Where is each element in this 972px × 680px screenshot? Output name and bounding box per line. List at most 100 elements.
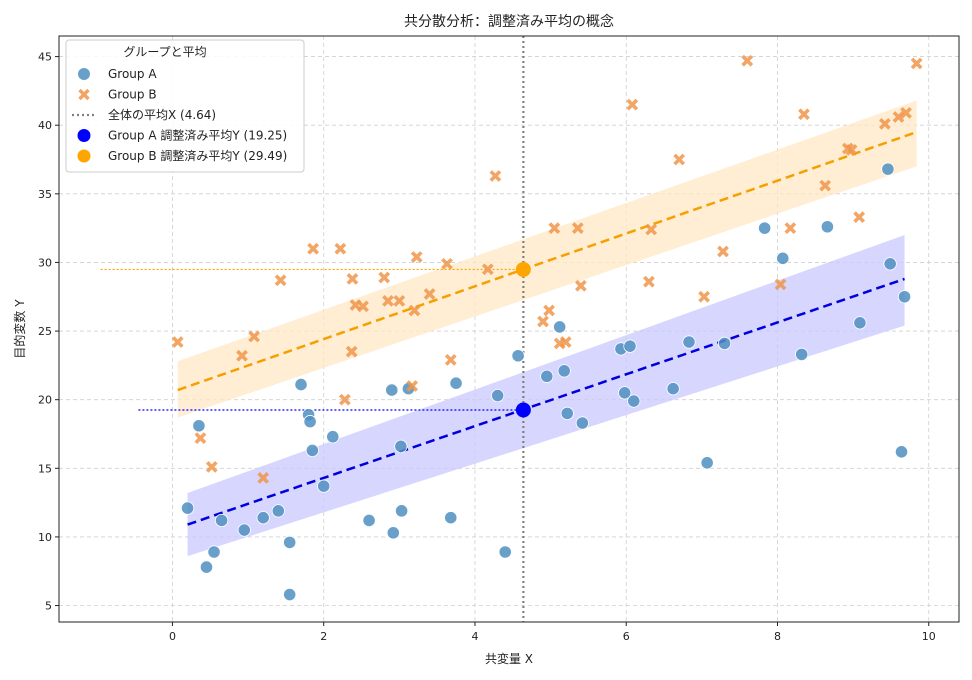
point-group-b [643,275,655,288]
point-group-b [673,153,686,166]
point-group-b [171,336,184,348]
point-group-b [489,170,502,182]
point-group-a [540,369,554,383]
confidence-bands [177,100,917,557]
legend-label: 全体の平均X (4.64) [108,107,216,122]
x-axis-label: 共変量 X [485,651,533,666]
point-group-b [444,354,457,366]
adjusted-mean-marker [515,261,531,277]
point-group-a [271,504,285,518]
point-group-b [645,223,658,236]
legend-title: グループと平均 [123,45,206,59]
legend-box [65,39,305,173]
point-group-b [819,179,832,192]
point-group-a [256,511,270,525]
point-group-b [879,117,891,130]
adjusted-mean-markers [515,261,531,418]
legend-label: Group B [108,88,157,102]
point-group-b [423,288,436,300]
point-group-b [481,263,494,276]
point-group-a [682,335,696,349]
point-group-a [180,501,195,515]
point-group-a [294,377,308,392]
point-group-a [303,415,317,429]
point-group-b [910,57,923,70]
point-group-a [449,376,463,390]
legend-marker [78,88,90,101]
point-group-b [698,290,710,303]
point-group-a [394,439,408,453]
point-group-b [559,336,572,348]
point-group-a [758,221,772,235]
point-group-a [305,443,319,458]
point-group-a [881,162,895,176]
y-tick-label: 45 [38,51,52,64]
point-group-b [345,345,358,358]
point-group-a [395,504,409,518]
point-group-b [548,222,561,235]
point-group-b [346,273,359,285]
point-group-a [317,479,331,493]
point-group-a [575,416,589,430]
x-tick-label: 2 [320,630,327,643]
axis-ticks: 0 2 4 6 8 10 5 10 15 20 25 30 35 40 45 [38,51,936,643]
point-group-a [853,316,867,330]
plot-frame [58,35,960,623]
point-group-b [410,251,423,263]
point-group-a [717,336,732,351]
confidence-band [187,234,905,557]
legend-label: Group B 調整済み平均Y (29.49) [108,148,287,163]
point-group-b [334,242,347,255]
point-group-b [248,330,260,343]
point-group-b [574,279,587,292]
data-points [171,54,923,602]
point-group-a [618,386,632,400]
y-tick-label: 20 [38,394,52,407]
point-group-a [894,445,909,459]
legend: グループと平均 Group A Group B 全体の平均X (4.64) Group … [65,39,305,173]
y-axis-label: 目的変数 Y [12,299,27,359]
point-group-a [192,419,206,433]
point-group-b [406,380,419,392]
point-group-b [543,304,555,317]
point-group-a [820,220,835,234]
point-group-b [626,98,639,111]
point-group-b [307,242,319,255]
point-group-a [283,535,297,550]
y-tick-label: 30 [38,256,52,269]
legend-marker [77,129,91,142]
point-group-a [776,251,790,265]
point-group-a [237,523,251,537]
point-group-a [883,257,897,271]
y-tick-label: 40 [38,119,52,132]
regression-lines [177,130,918,526]
point-group-a [553,320,567,334]
y-tick-label: 5 [45,600,52,613]
point-group-b [774,278,787,291]
confidence-band [177,100,917,418]
point-group-a [207,545,221,559]
x-tick-label: 4 [471,630,478,643]
point-group-b [853,211,866,224]
point-group-a [362,513,376,528]
legend-label: Group A [108,67,157,81]
point-group-b [382,294,394,307]
point-group-a [666,382,680,396]
adjusted-mean-guides [100,268,524,411]
point-group-a [385,383,399,397]
y-tick-label: 35 [38,188,52,201]
point-group-b [441,257,453,270]
point-group-a [511,349,525,363]
regression-line [187,277,905,526]
point-group-a [199,560,214,574]
point-group-b [741,54,754,67]
point-group-a [215,513,229,528]
y-tick-label: 25 [38,325,52,338]
point-group-b [784,222,797,235]
point-group-b [257,472,270,484]
point-group-b [537,315,549,328]
point-group-a [498,545,512,559]
point-group-a [627,394,641,408]
point-group-b [571,222,584,235]
